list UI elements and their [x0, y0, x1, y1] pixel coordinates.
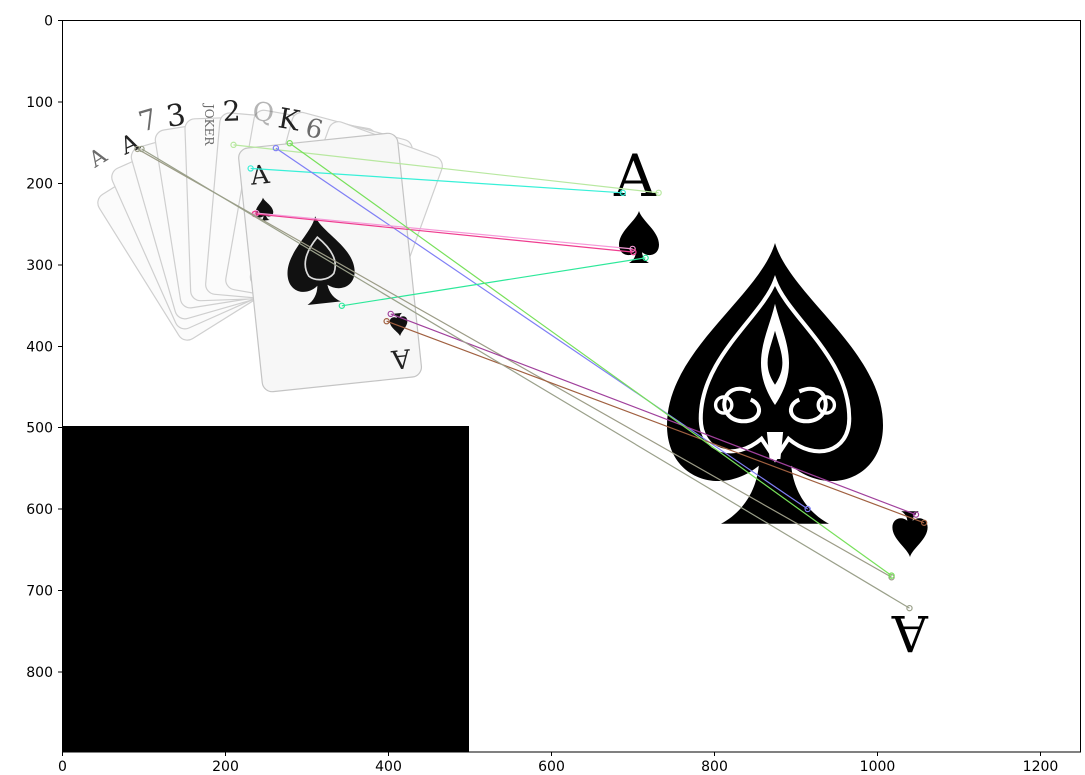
keypoint-source — [247, 165, 254, 172]
match-line — [386, 320, 925, 524]
ace-card-corner-label: A — [248, 160, 272, 192]
match-line — [137, 148, 892, 578]
keypoint-target — [912, 511, 920, 518]
keypoint-target — [888, 572, 895, 579]
y-tick: 0 — [44, 14, 62, 30]
y-tick: 300 — [26, 258, 62, 274]
keypoint-source — [272, 144, 280, 152]
top-ace-letter: A — [613, 142, 657, 210]
y-tick-label: 500 — [26, 421, 53, 437]
keypoint-target — [906, 604, 913, 612]
y-tick-label: 600 — [26, 502, 53, 518]
keypoint-target — [804, 505, 811, 513]
x-tick: 1200 — [1023, 752, 1059, 775]
x-tick-label: 0 — [58, 759, 67, 775]
x-tick-label: 600 — [538, 759, 565, 775]
keypoint-source — [383, 318, 390, 325]
y-tick: 200 — [26, 177, 62, 193]
large-ornate-spade-icon — [667, 243, 883, 524]
black-padding-region — [62, 426, 469, 752]
keypoint-source — [230, 141, 237, 149]
match-line — [275, 147, 809, 510]
match-line — [341, 257, 646, 307]
bottom-ace-letter-inverted: A — [891, 604, 929, 662]
keypoint-source — [138, 145, 145, 153]
y-tick-label: 800 — [26, 665, 53, 681]
x-tick: 600 — [538, 752, 565, 775]
x-tick-label: 1000 — [860, 759, 896, 775]
match-line — [289, 142, 892, 577]
card-label-6: 2 — [222, 94, 241, 128]
y-tick-label: 0 — [44, 14, 53, 30]
y-tick-label: 100 — [26, 95, 53, 111]
y-tick: 700 — [26, 584, 62, 600]
y-tick-label: 200 — [26, 177, 53, 193]
keypoint-target — [642, 254, 649, 262]
y-tick: 800 — [26, 665, 62, 681]
x-tick: 1000 — [860, 752, 896, 775]
x-tick-label: 200 — [212, 759, 239, 775]
y-tick: 600 — [26, 502, 62, 518]
y-tick: 100 — [26, 95, 62, 111]
plot-area: A A 7 3 JOKER 2 Q K 6 A A A — [62, 20, 1080, 752]
keypoint-target — [619, 189, 627, 197]
y-tick: 500 — [26, 421, 62, 437]
keypoint-target — [655, 189, 662, 197]
ace-card-corner-label-inverted: A — [389, 342, 413, 374]
keypoint-target — [630, 248, 637, 256]
feature-matches — [134, 140, 928, 612]
ace-of-spades-card: A A — [238, 132, 423, 393]
keypoint-source — [338, 302, 346, 309]
axes-frame — [62, 20, 1081, 753]
x-tick: 400 — [375, 752, 402, 775]
match-line — [256, 212, 633, 250]
ace-card-center-spade-icon — [281, 212, 358, 307]
card-label-9: 6 — [302, 113, 326, 146]
y-tick: 400 — [26, 340, 62, 356]
card-label-7: Q — [251, 97, 275, 129]
match-line — [390, 313, 917, 516]
x-tick-label: 800 — [701, 759, 728, 775]
match-line — [141, 148, 910, 609]
y-axis: 0 100 200 300 400 500 600 700 800 — [26, 14, 62, 681]
keypoint-source — [134, 145, 141, 153]
keypoint-source — [286, 140, 293, 147]
match-line — [233, 144, 659, 194]
x-tick: 200 — [212, 752, 239, 775]
card-label-5: JOKER — [202, 102, 216, 146]
match-line — [254, 213, 634, 253]
x-tick-label: 400 — [375, 759, 402, 775]
x-tick: 800 — [701, 752, 728, 775]
card-fan-image: A A 7 3 JOKER 2 Q K 6 A A — [84, 94, 443, 393]
keypoint-source — [387, 310, 394, 318]
keypoint-target — [920, 519, 928, 526]
template-ace-image: A A — [613, 142, 929, 662]
y-tick-label: 300 — [26, 258, 53, 274]
y-tick-label: 400 — [26, 340, 53, 356]
x-tick: 0 — [58, 752, 67, 775]
y-tick-label: 700 — [26, 584, 53, 600]
x-axis: 0 200 400 600 800 1000 1200 — [58, 752, 1058, 775]
x-tick-label: 1200 — [1023, 759, 1059, 775]
